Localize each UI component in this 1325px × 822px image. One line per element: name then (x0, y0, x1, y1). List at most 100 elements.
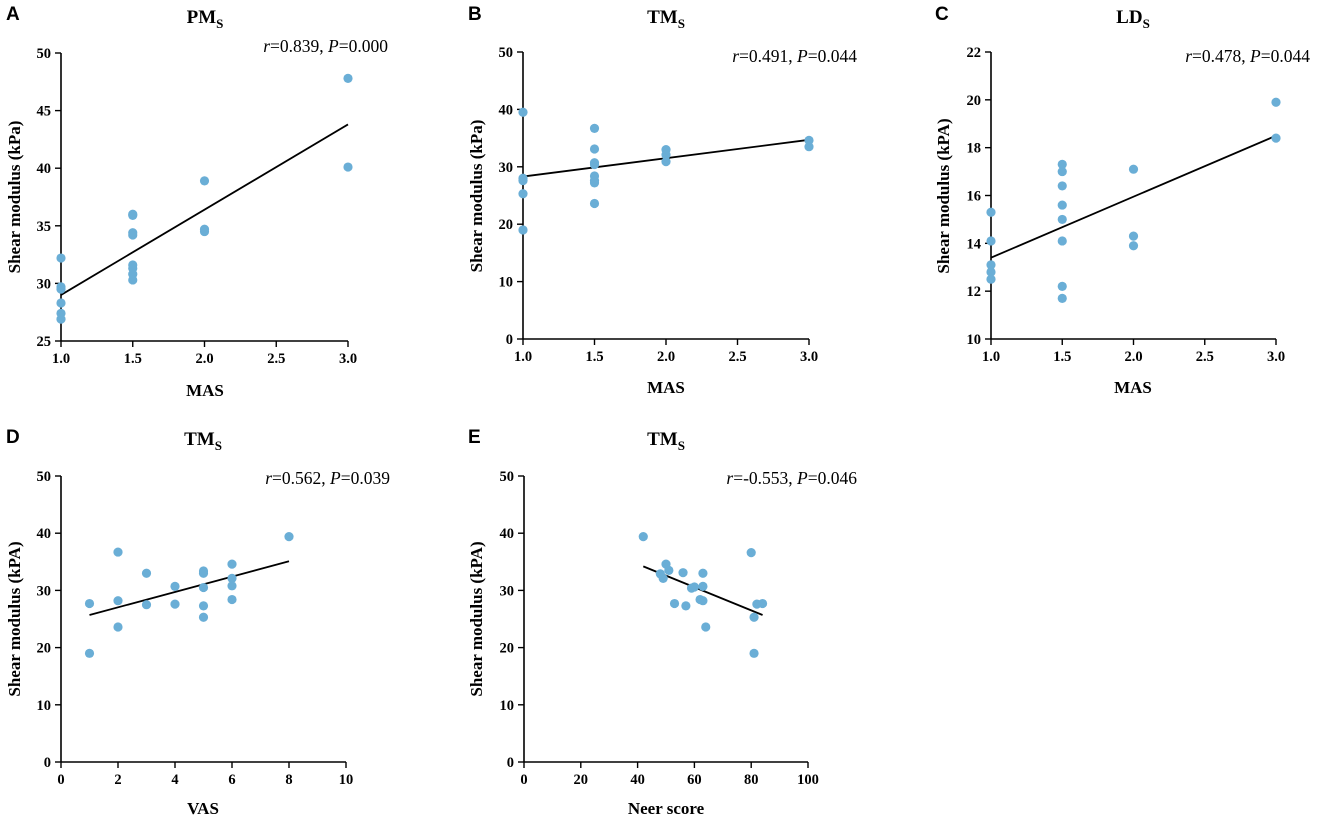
y-tick-label: 10 (967, 332, 982, 348)
stat-r-label: r (263, 36, 270, 56)
stat-r-label: r (1185, 46, 1192, 66)
stat-annotation: r=0.562, P=0.039 (265, 468, 390, 488)
y-tick-label: 25 (37, 334, 52, 350)
stat-p-label: P (329, 468, 341, 488)
data-point (749, 648, 759, 658)
data-point (198, 568, 209, 578)
stat-p-label: P (1249, 46, 1261, 66)
data-point (986, 207, 996, 217)
panel-letter: B (468, 4, 482, 25)
stat-p-value: =0.044 (808, 46, 857, 66)
x-tick-label: 6 (228, 772, 235, 788)
data-point (227, 581, 237, 591)
stat-r-value: =0.478, (1192, 46, 1250, 66)
panel-b: B TMS 1.0 1.5 2.0 2.5 3.0 0 10 20 30 40 50 MAS Shear m… (467, 4, 857, 397)
x-tick-label: 40 (630, 772, 645, 788)
data-point (986, 236, 996, 246)
panel-a: A PMS 1.0 1.5 2.0 2.5 3.0 25 30 35 40 45 50 MAS Shear … (5, 4, 388, 400)
y-tick-label: 18 (967, 141, 982, 157)
y-tick-label: 50 (500, 469, 515, 485)
stat-r-value: =0.491, (739, 46, 797, 66)
y-tick-label: 40 (37, 161, 52, 177)
stat-p-label: P (327, 36, 339, 56)
data-point (170, 599, 180, 609)
data-point (284, 532, 294, 542)
x-axis-label: MAS (1114, 378, 1152, 397)
data-point (698, 581, 708, 591)
data-point (661, 150, 671, 160)
data-point (227, 573, 237, 583)
data-point (749, 612, 759, 622)
y-tick-label: 20 (500, 641, 515, 657)
y-axis-label: Shear modulus (kPa) (5, 121, 24, 274)
x-tick-label: 2.5 (267, 351, 285, 367)
panel-title-subscript: S (678, 438, 685, 453)
data-point (589, 198, 600, 209)
y-tick-label: 14 (967, 236, 982, 252)
stat-r-value: =-0.553, (733, 468, 797, 488)
data-point (678, 568, 688, 578)
y-axis-label: Shear modulus (kPA) (5, 541, 24, 696)
x-tick-label: 1.0 (982, 349, 1000, 365)
panel-c: C LDS 1.0 1.5 2.0 2.5 3.0 10 12 14 16 18 20 22 MAS Shea… (934, 4, 1310, 397)
data-point (56, 284, 66, 294)
data-point (698, 596, 708, 606)
y-tick-label: 22 (967, 45, 982, 61)
panel-title: TMS (647, 7, 685, 31)
panel-d: D TMS 0 2 4 6 8 10 0 10 20 30 40 50 VAS Shear modulus (… (5, 427, 390, 818)
data-point (1128, 231, 1139, 241)
data-point (986, 274, 996, 284)
data-point (128, 275, 138, 285)
data-point (113, 596, 123, 606)
panel-letter: E (468, 427, 481, 448)
x-tick-label: 1.0 (52, 351, 70, 367)
y-axis-label: Shear modulus (kPA) (467, 541, 486, 696)
panel-letter: C (935, 4, 949, 25)
x-tick-label: 3.0 (339, 351, 357, 367)
x-tick-label: 0 (57, 772, 64, 788)
data-point (638, 532, 648, 542)
x-tick-label: 1.5 (124, 351, 142, 367)
stat-p-value: =0.039 (341, 468, 390, 488)
x-tick-label: 3.0 (800, 349, 818, 365)
x-tick-label: 2.5 (728, 349, 746, 365)
data-point (1057, 281, 1067, 291)
panel-title-main: TM (647, 7, 678, 28)
x-tick-label: 8 (285, 772, 292, 788)
panel-letter: A (6, 4, 20, 25)
panel-title-subscript: S (678, 16, 685, 31)
y-tick-label: 20 (499, 217, 514, 233)
data-point (1271, 133, 1281, 143)
data-point (343, 73, 353, 83)
x-axis-label: VAS (187, 799, 219, 818)
x-tick-label: 10 (339, 772, 354, 788)
y-tick-label: 30 (499, 160, 514, 176)
x-tick-label: 2 (114, 772, 121, 788)
panel-title: LDS (1116, 7, 1150, 31)
data-point (170, 581, 180, 591)
stat-r-label: r (732, 46, 739, 66)
y-tick-label: 50 (37, 46, 52, 62)
data-point (1057, 236, 1067, 246)
x-tick-label: 2.0 (657, 349, 675, 365)
data-point (664, 565, 674, 575)
panel-title: PMS (187, 7, 224, 31)
data-point (227, 559, 237, 569)
data-point (518, 225, 528, 235)
data-point (1057, 181, 1067, 191)
data-point (343, 162, 353, 172)
x-axis-label: MAS (186, 381, 224, 400)
panel-title-main: TM (184, 429, 215, 450)
data-point (199, 176, 210, 186)
x-axis-label: MAS (647, 378, 685, 397)
x-tick-label: 1.5 (585, 349, 603, 365)
panel-title-main: LD (1116, 7, 1142, 28)
data-point (701, 622, 711, 632)
data-point (698, 568, 708, 578)
data-point (518, 107, 528, 117)
x-tick-label: 1.0 (514, 349, 532, 365)
data-point (661, 157, 671, 167)
y-tick-label: 40 (500, 526, 515, 542)
data-point (1057, 200, 1067, 210)
x-axis-label: Neer score (628, 799, 705, 818)
